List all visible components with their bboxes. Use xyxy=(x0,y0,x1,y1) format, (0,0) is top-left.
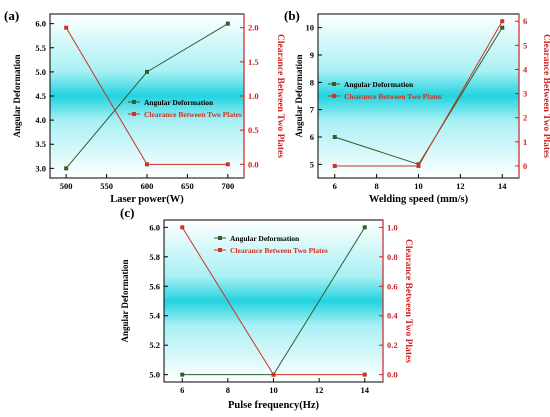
y-axis-label-right: Clearance Between Two Plates xyxy=(541,34,550,158)
y-right-tick-label: 0.0 xyxy=(248,159,259,169)
y-axis-label-right: Clearance Between Two Plates xyxy=(403,239,413,363)
x-tick-label: 600 xyxy=(141,181,154,191)
x-tick-label: 8 xyxy=(226,385,230,395)
plot-background xyxy=(164,220,383,382)
x-tick-label: 8 xyxy=(375,181,379,191)
data-point-clearance xyxy=(64,25,69,30)
y-right-tick-label: 0.8 xyxy=(387,252,398,262)
y-right-tick-label: 0.0 xyxy=(387,370,398,380)
y-left-tick-label: 5.8 xyxy=(149,252,160,262)
legend-label: Angular Deformation xyxy=(344,80,414,89)
x-tick-label: 12 xyxy=(315,385,324,395)
y-left-tick-label: 6.0 xyxy=(149,222,160,232)
y-right-tick-label: 0.4 xyxy=(387,311,398,321)
data-point-clearance xyxy=(500,19,505,24)
y-right-tick-label: 1 xyxy=(523,137,527,147)
x-tick-label: 12 xyxy=(456,181,465,191)
y-axis-label-right: Clearance Between Two Plates xyxy=(275,34,285,158)
x-axis-label: Welding speed (mm/s) xyxy=(369,194,469,205)
data-point-clearance xyxy=(180,225,185,230)
y-left-tick-label: 3.5 xyxy=(35,139,46,149)
x-axis-label: Pulse frequency(Hz) xyxy=(228,400,320,411)
data-point-clearance xyxy=(145,162,149,167)
x-tick-label: 14 xyxy=(361,385,370,395)
plot-background xyxy=(318,14,519,178)
x-tick-label: 550 xyxy=(100,181,113,191)
y-right-tick-label: 0.5 xyxy=(248,125,259,135)
y-right-tick-label: 2.0 xyxy=(248,23,259,33)
legend-label: Angular Deformation xyxy=(144,98,214,107)
data-point-angular-deformation xyxy=(225,21,230,26)
y-left-tick-label: 7 xyxy=(310,105,315,115)
y-right-tick-label: 1.0 xyxy=(248,91,259,101)
y-left-tick-label: 5 xyxy=(310,159,314,169)
y-axis-label-left: Angular Deformation xyxy=(12,54,22,137)
y-axis-label-left: Angular Deformation xyxy=(294,54,304,137)
data-point-angular-deformation xyxy=(500,25,505,30)
legend-marker xyxy=(218,236,222,240)
y-right-tick-label: 3 xyxy=(523,89,527,99)
data-point-clearance xyxy=(332,163,337,168)
data-point-angular-deformation xyxy=(180,372,185,377)
data-point-clearance xyxy=(362,372,367,377)
y-right-tick-label: 0.2 xyxy=(387,340,398,350)
y-right-tick-label: 1.5 xyxy=(248,57,259,67)
data-point-clearance xyxy=(225,162,230,167)
y-left-tick-label: 4.5 xyxy=(35,91,46,101)
y-left-tick-label: 10 xyxy=(306,23,315,33)
y-left-tick-label: 6.0 xyxy=(35,19,46,29)
data-point-angular-deformation xyxy=(332,135,337,139)
y-right-tick-label: 0 xyxy=(523,161,527,171)
x-tick-label: 10 xyxy=(414,181,423,191)
panel-label: (a) xyxy=(4,8,19,23)
data-point-angular-deformation xyxy=(64,166,69,171)
y-right-tick-label: 1.0 xyxy=(387,222,398,232)
legend-marker xyxy=(132,112,136,116)
y-left-tick-label: 5.4 xyxy=(149,311,160,321)
x-tick-label: 6 xyxy=(180,385,184,395)
legend-label: Angular Deformation xyxy=(230,234,300,243)
data-point-angular-deformation xyxy=(145,69,149,74)
legend-label: Clearance Between Two Plates xyxy=(230,246,328,255)
y-left-tick-label: 5.5 xyxy=(35,43,46,53)
legend-marker xyxy=(332,82,336,86)
panel-label: (b) xyxy=(284,8,300,23)
x-tick-label: 6 xyxy=(333,181,337,191)
data-point-clearance xyxy=(271,372,276,377)
x-tick-label: 650 xyxy=(181,181,194,191)
x-tick-label: 14 xyxy=(498,181,507,191)
x-axis-label: Laser power(W) xyxy=(110,194,184,205)
y-right-tick-label: 0.6 xyxy=(387,281,398,291)
y-left-tick-label: 4.0 xyxy=(35,115,46,125)
legend-marker xyxy=(218,248,222,252)
y-left-tick-label: 9 xyxy=(310,50,314,60)
panel-label: (c) xyxy=(120,205,134,220)
y-left-tick-label: 6 xyxy=(310,132,314,142)
y-right-tick-label: 2 xyxy=(523,113,527,123)
data-point-clearance xyxy=(416,163,421,168)
x-tick-label: 10 xyxy=(269,385,278,395)
y-right-tick-label: 6 xyxy=(523,16,527,26)
y-right-tick-label: 5 xyxy=(523,40,527,50)
y-axis-label-left: Angular Deformation xyxy=(120,259,130,342)
legend-marker xyxy=(332,94,336,98)
legend-label: Clearance Between Two Plates xyxy=(344,92,442,101)
y-left-tick-label: 5.0 xyxy=(35,67,46,77)
y-left-tick-label: 5.0 xyxy=(149,370,160,380)
plot-background xyxy=(50,14,244,178)
chart-panel-1: 500 550 600 650 700 3.0 3.5 4.0 4.5 5.0 5.5 6.0 0.0 0… xyxy=(4,8,285,205)
data-point-angular-deformation xyxy=(362,225,367,230)
x-tick-label: 700 xyxy=(221,181,234,191)
legend-marker xyxy=(132,100,136,104)
y-left-tick-label: 5.2 xyxy=(149,340,160,350)
legend-label: Clearance Between Two Plates xyxy=(144,110,242,119)
x-tick-label: 500 xyxy=(60,181,73,191)
y-right-tick-label: 4 xyxy=(523,64,528,74)
y-left-tick-label: 8 xyxy=(310,77,314,87)
y-left-tick-label: 5.6 xyxy=(149,281,160,291)
chart-panel-3: 6 8 10 12 14 5.0 5.2 5.4 5.6 5.8 6.0 0.0 0.2 0.4 0.6 0.… xyxy=(120,205,413,411)
y-left-tick-label: 3.0 xyxy=(35,163,46,173)
